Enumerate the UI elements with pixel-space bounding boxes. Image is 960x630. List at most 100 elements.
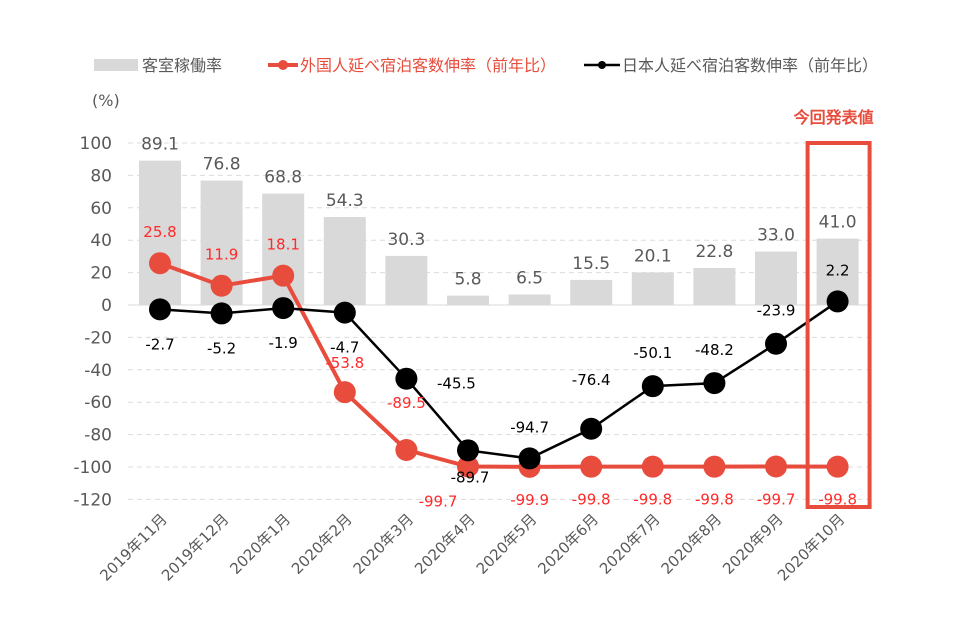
y-tick-label: 80 [90,166,112,186]
japanese-data-label: -4.7 [330,339,359,357]
y-tick-label: -60 [84,393,112,413]
japanese-point [518,447,541,470]
y-unit-label: (%) [92,91,120,110]
bar-data-label: 76.8 [203,155,241,175]
foreign-point [395,438,418,461]
y-tick-label: 60 [90,199,112,219]
foreign-data-label: 25.8 [143,223,176,241]
x-tick-label: 2020年2月 [288,510,356,578]
japanese-point [641,375,664,398]
bar [447,295,489,305]
bar [570,279,613,305]
foreign-point [703,455,726,478]
y-tick-label: 40 [90,231,112,251]
bar-data-label: 30.3 [387,230,425,250]
foreign-data-label: -99.8 [633,491,672,509]
bar [755,251,797,305]
foreign-point [580,455,603,478]
x-tick-label: 2020年5月 [473,510,541,578]
x-tick-label: 2020年3月 [350,510,418,578]
foreign-data-label: -53.8 [325,354,364,372]
legend-bar-swatch [94,59,138,71]
japanese-data-label: 2.2 [826,261,850,279]
y-tick-label: -20 [84,328,112,348]
japanese-data-label: -23.9 [757,302,796,320]
legend-foreign-marker [278,60,288,70]
japanese-point [703,372,726,395]
bar [385,255,428,305]
japanese-point [457,439,479,462]
x-tick-label: 2020年7月 [596,510,664,578]
japanese-point [272,297,295,320]
highlight-box [805,141,872,509]
y-tick-label: 20 [90,264,112,284]
bar-data-label: 5.8 [454,270,481,290]
japanese-data-label: -89.7 [451,468,490,486]
bar-data-label: 20.1 [634,246,672,266]
x-tick-label: 2020年9月 [719,510,787,578]
foreign-point [457,455,479,478]
japanese-data-label: -45.5 [437,375,476,393]
y-tick-label: 0 [101,296,112,316]
foreign-data-label: 18.1 [266,236,299,254]
foreign-data-label: -99.9 [510,491,549,509]
bar [139,160,181,305]
bar-data-label: 89.1 [141,135,179,155]
foreign-point [765,455,787,478]
japanese-data-label: -76.4 [572,371,611,389]
x-tick-label: 2020年4月 [411,510,479,578]
japanese-data-label: -5.2 [207,339,236,357]
bar [693,268,736,305]
bar-data-label: 22.8 [695,242,733,262]
y-tick-label: -40 [84,361,112,381]
foreign-data-label: -99.8 [572,491,611,509]
bar [323,217,366,305]
highlight-label: 今回発表値 [793,108,874,127]
bar [631,272,674,305]
bar-data-label: 68.8 [264,168,302,188]
japanese-point [580,417,603,440]
japanese-data-label: -1.9 [269,334,298,352]
foreign-point [826,455,849,478]
foreign-data-label: -99.8 [695,491,734,509]
bar-data-label: 33.0 [757,226,795,246]
foreign-point [641,455,664,478]
foreign-point [272,264,295,287]
japanese-point [149,298,171,321]
legend-japanese-marker [598,61,606,69]
foreign-line [159,261,838,469]
bar-data-label: 41.0 [819,213,857,233]
bar-data-label: 54.3 [326,191,364,211]
foreign-point [149,252,171,275]
y-tick-label: -120 [73,490,112,510]
japanese-point [765,332,787,355]
legend-label: 客室稼働率 [142,56,222,75]
y-tick-label: -100 [73,458,112,478]
foreign-data-label: -89.5 [387,394,426,412]
japanese-data-label: -2.7 [145,335,174,353]
japanese-point [395,367,418,390]
foreign-point [210,274,233,297]
bar-data-label: 6.5 [516,268,543,288]
x-tick-label: 2020年6月 [534,510,602,578]
x-tick-label: 2020年1月 [226,510,294,578]
foreign-data-label: -99.7 [757,491,796,509]
japanese-point [210,302,233,325]
y-tick-label: -80 [84,426,112,446]
y-tick-label: 100 [80,134,112,154]
foreign-point [333,381,356,404]
japanese-data-label: -94.7 [510,418,549,436]
x-tick-label: 2020年8月 [658,510,726,578]
japanese-point [826,290,849,313]
japanese-point [333,301,356,324]
japanese-data-label: -48.2 [695,341,734,359]
legend-label: 外国人延べ宿泊客数伸率（前年比） [300,56,556,75]
foreign-data-label: 11.9 [205,246,238,264]
foreign-data-label: -99.8 [818,491,857,509]
bar-data-label: 15.5 [572,254,610,274]
legend-label: 日本人延べ宿泊客数伸率（前年比） [622,56,878,75]
foreign-data-label: -99.7 [419,493,458,511]
bar [508,294,551,305]
